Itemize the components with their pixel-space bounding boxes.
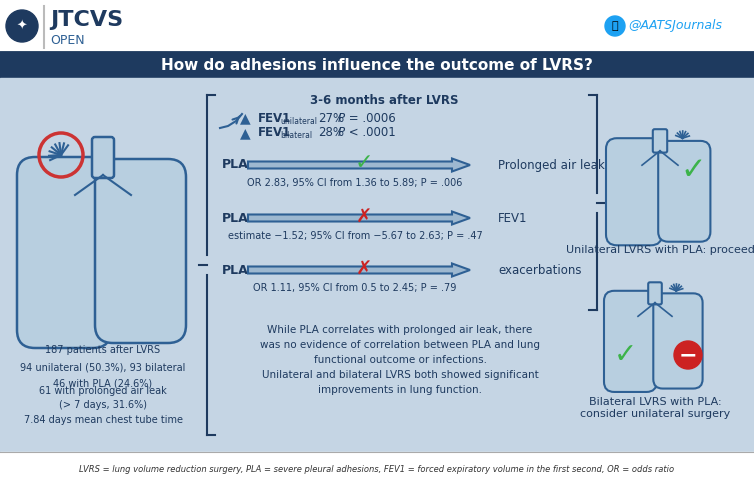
- Circle shape: [674, 341, 702, 369]
- Text: ✓: ✓: [354, 153, 373, 173]
- FancyArrow shape: [248, 264, 470, 277]
- Text: 27%: 27%: [318, 111, 344, 124]
- Text: PLA: PLA: [222, 264, 249, 277]
- Text: @AATSJournals: @AATSJournals: [628, 19, 722, 32]
- Text: 28%: 28%: [318, 126, 344, 139]
- Circle shape: [6, 10, 38, 42]
- Text: ▲: ▲: [240, 126, 250, 140]
- Circle shape: [605, 16, 625, 36]
- FancyBboxPatch shape: [95, 159, 186, 343]
- Bar: [0, 78, 754, 452]
- FancyBboxPatch shape: [658, 141, 710, 241]
- Text: < .0001: < .0001: [345, 126, 396, 139]
- FancyArrow shape: [248, 159, 470, 172]
- Text: FEV1: FEV1: [258, 126, 291, 139]
- Text: = .0006: = .0006: [345, 111, 396, 124]
- Text: 3-6 months after LVRS: 3-6 months after LVRS: [310, 94, 458, 107]
- Text: ✦: ✦: [17, 19, 27, 32]
- Text: Prolonged air leak: Prolonged air leak: [498, 159, 605, 172]
- Text: Unilateral LVRS with PLA: proceed: Unilateral LVRS with PLA: proceed: [566, 245, 754, 255]
- Text: ✗: ✗: [356, 259, 372, 279]
- Text: −: −: [679, 345, 697, 365]
- Text: 🐦: 🐦: [611, 21, 618, 31]
- Text: 187 patients after LVRS: 187 patients after LVRS: [45, 345, 161, 355]
- FancyArrow shape: [248, 212, 470, 225]
- Text: FEV1: FEV1: [258, 111, 291, 124]
- Text: 61 with prolonged air leak
(> 7 days, 31.6%): 61 with prolonged air leak (> 7 days, 31…: [39, 387, 167, 410]
- FancyBboxPatch shape: [604, 291, 657, 392]
- Text: unilateral: unilateral: [280, 117, 317, 125]
- Text: ✓: ✓: [680, 156, 706, 185]
- Bar: [0, 0, 754, 52]
- Text: 7.84 days mean chest tube time: 7.84 days mean chest tube time: [23, 415, 182, 425]
- Bar: [0, 52, 754, 78]
- Bar: [0, 452, 754, 482]
- Text: ▲: ▲: [240, 111, 250, 125]
- Text: OPEN: OPEN: [50, 34, 84, 46]
- Text: 46 with PLA (24.6%): 46 with PLA (24.6%): [54, 379, 152, 389]
- Text: OR 1.11, 95% CI from 0.5 to 2.45; P = .79: OR 1.11, 95% CI from 0.5 to 2.45; P = .7…: [253, 283, 457, 293]
- Text: While PLA correlates with prolonged air leak, there
was no evidence of correlati: While PLA correlates with prolonged air …: [260, 325, 540, 395]
- Text: LVRS = lung volume reduction surgery, PLA = severe pleural adhesions, FEV1 = for: LVRS = lung volume reduction surgery, PL…: [79, 465, 675, 473]
- Text: How do adhesions influence the outcome of LVRS?: How do adhesions influence the outcome o…: [161, 57, 593, 72]
- Text: P: P: [338, 126, 345, 139]
- FancyBboxPatch shape: [606, 138, 662, 245]
- Text: estimate −1.52; 95% CI from −5.67 to 2.63; P = .47: estimate −1.52; 95% CI from −5.67 to 2.6…: [228, 231, 483, 241]
- Text: P: P: [338, 111, 345, 124]
- Text: JTCVS: JTCVS: [50, 10, 123, 30]
- Text: FEV1: FEV1: [498, 212, 528, 225]
- FancyBboxPatch shape: [653, 129, 667, 153]
- Text: ✗: ✗: [356, 207, 372, 227]
- Text: Bilateral LVRS with PLA:
consider unilateral surgery: Bilateral LVRS with PLA: consider unilat…: [580, 397, 730, 419]
- Text: ✓: ✓: [613, 341, 636, 369]
- FancyBboxPatch shape: [17, 157, 111, 348]
- FancyBboxPatch shape: [648, 282, 662, 305]
- Text: PLA: PLA: [222, 212, 249, 225]
- Text: exacerbations: exacerbations: [498, 264, 581, 277]
- Text: 94 unilateral (50.3%), 93 bilateral: 94 unilateral (50.3%), 93 bilateral: [20, 363, 185, 373]
- FancyBboxPatch shape: [92, 137, 114, 178]
- Text: PLA: PLA: [222, 159, 249, 172]
- Text: OR 2.83, 95% CI from 1.36 to 5.89; P = .006: OR 2.83, 95% CI from 1.36 to 5.89; P = .…: [247, 178, 463, 188]
- Text: bilateral: bilateral: [280, 132, 312, 140]
- FancyBboxPatch shape: [653, 294, 703, 388]
